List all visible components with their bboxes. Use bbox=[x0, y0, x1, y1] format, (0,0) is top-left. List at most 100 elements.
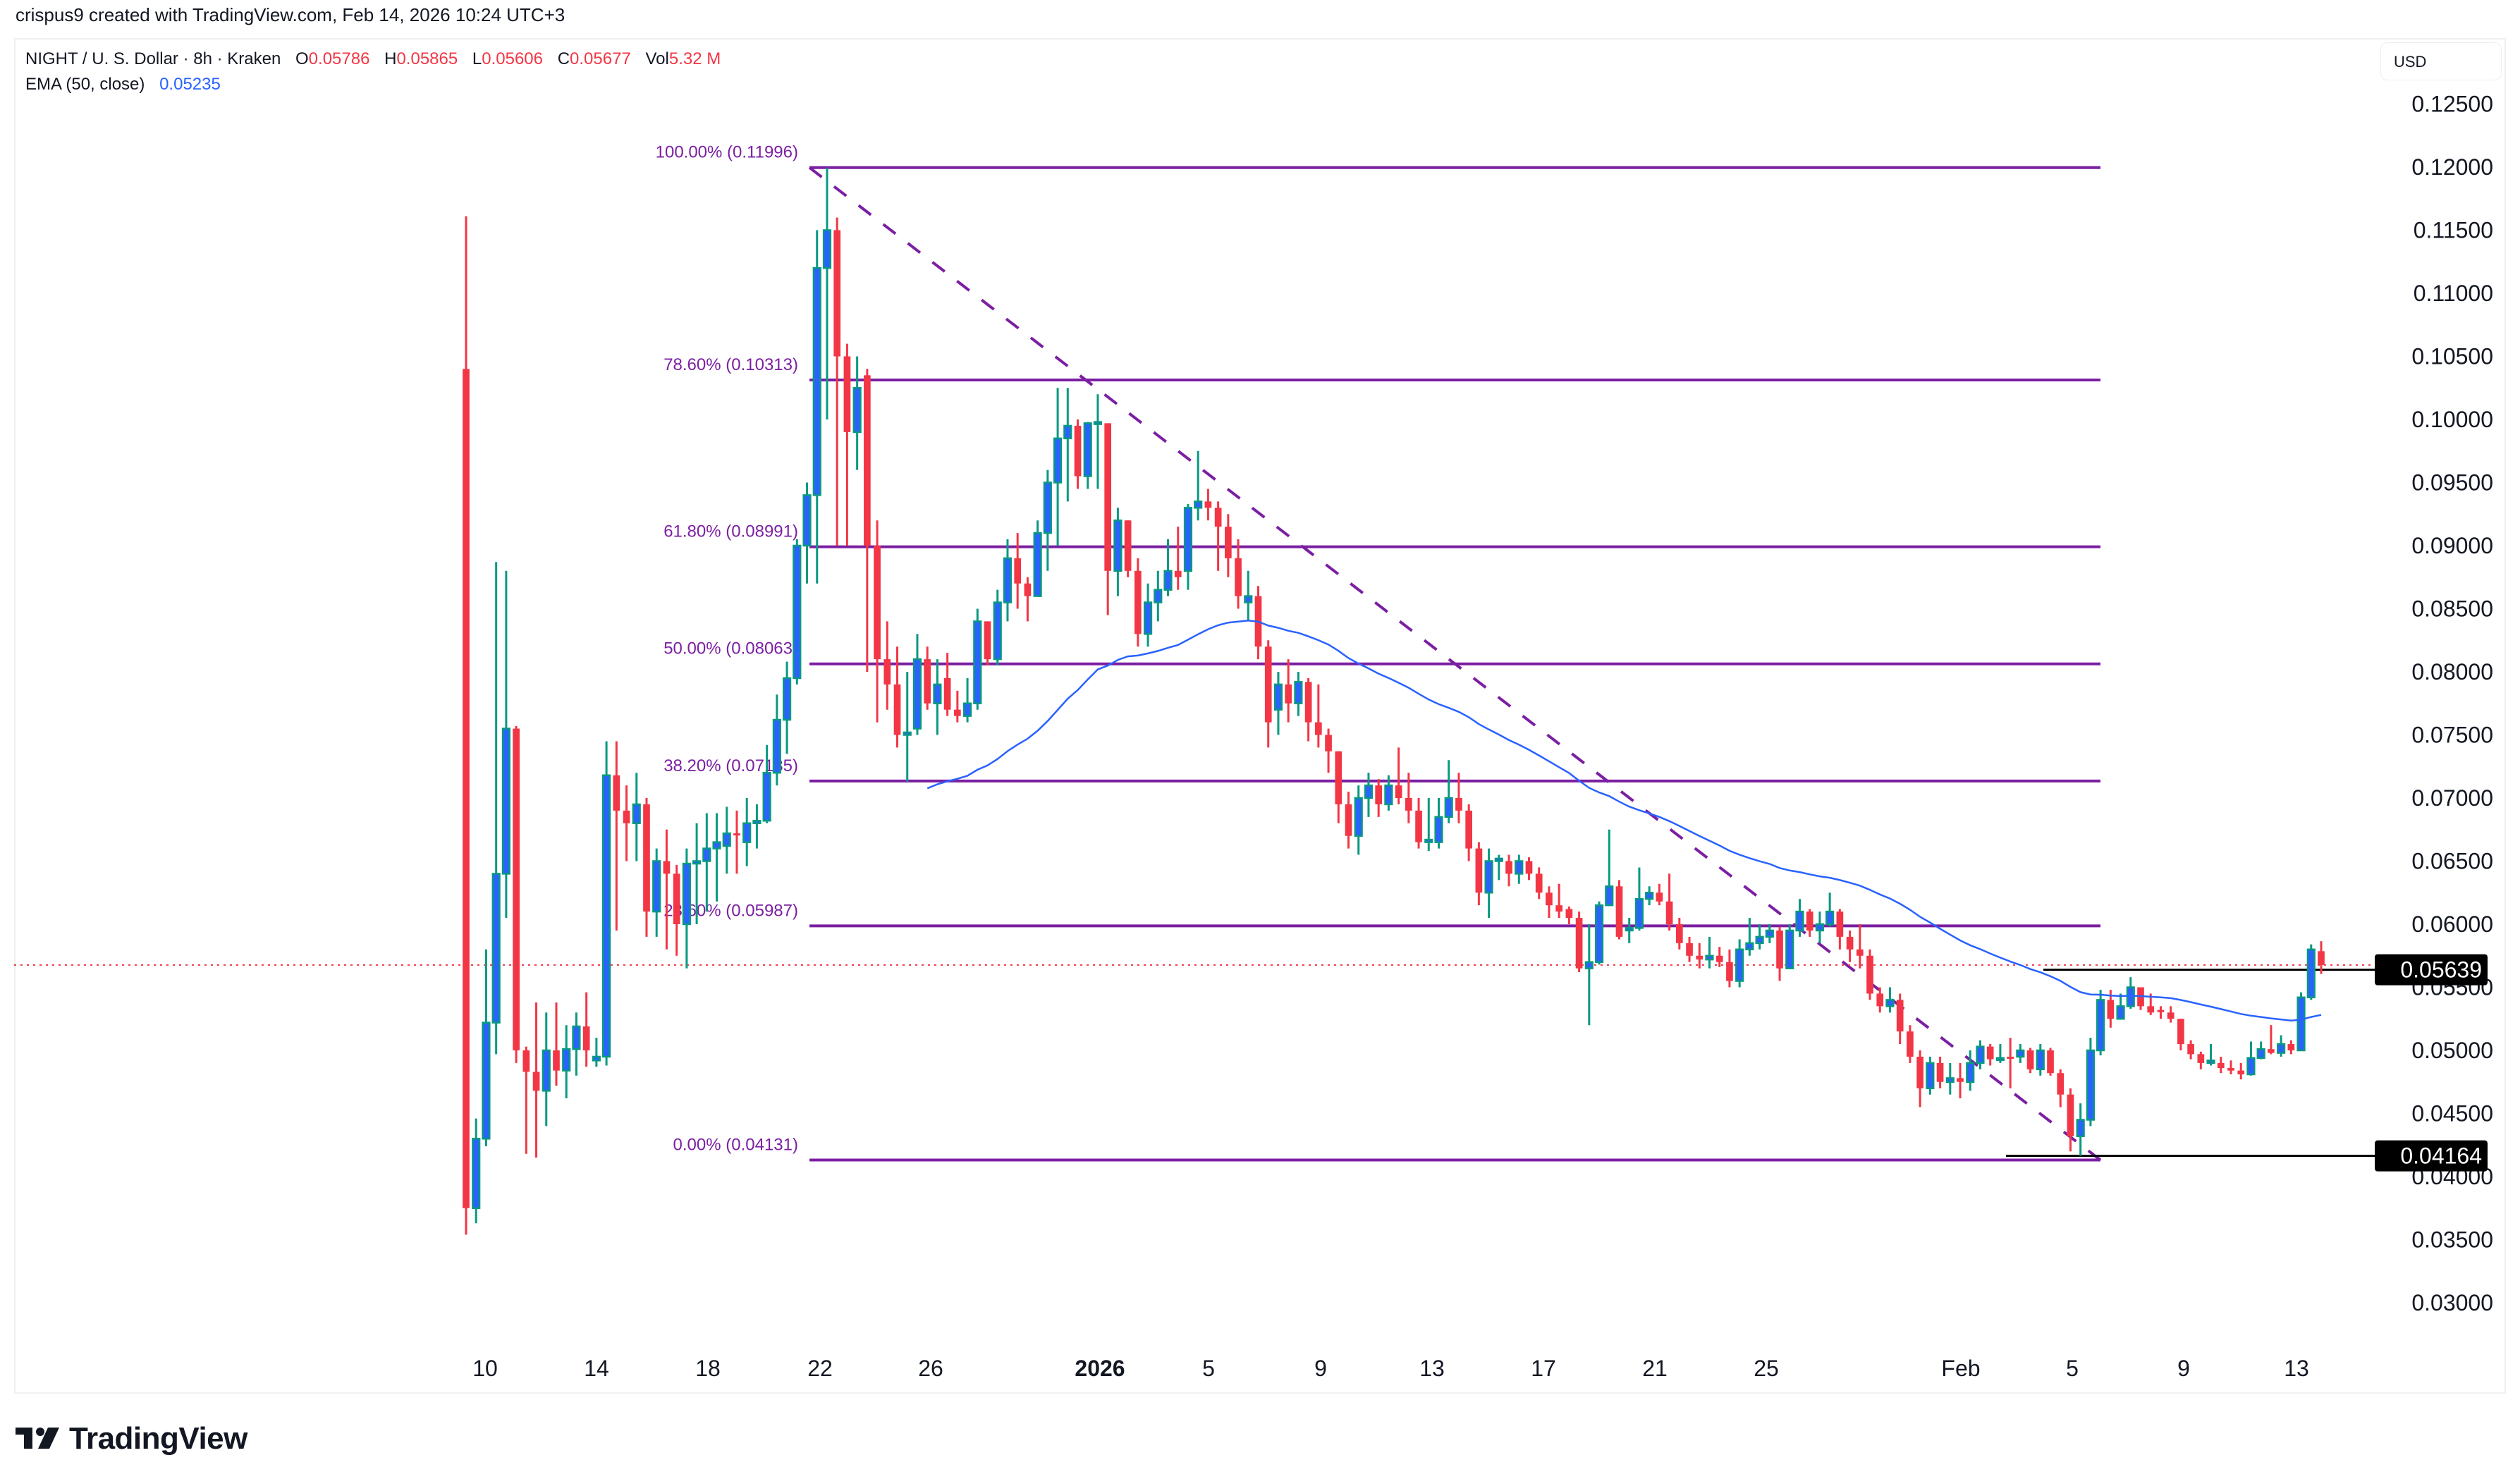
fibonacci-retracement[interactable]: 100.00% (0.11996) 78.60% (0.10313) 61.80% … bbox=[656, 143, 2102, 1162]
candle-body bbox=[602, 774, 611, 1058]
candle bbox=[582, 992, 590, 1067]
candle bbox=[1907, 1025, 1914, 1063]
candle bbox=[1204, 489, 1212, 521]
candle-body bbox=[553, 1050, 560, 1071]
candle bbox=[1795, 899, 1804, 937]
candle-body bbox=[1705, 955, 1714, 961]
candle bbox=[1735, 939, 1744, 988]
candle-body bbox=[1083, 422, 1092, 477]
ema-label[interactable]: EMA (50, close) bbox=[25, 75, 145, 94]
candle bbox=[2126, 977, 2135, 1009]
candle-body bbox=[1264, 646, 1272, 723]
candle bbox=[1375, 779, 1383, 817]
candle-body bbox=[742, 822, 752, 843]
close-value: 0.05677 bbox=[570, 49, 631, 68]
candle-body bbox=[1555, 905, 1562, 912]
candle-body bbox=[1104, 423, 1112, 571]
candle-body bbox=[2047, 1050, 2054, 1074]
ema-row[interactable]: EMA (50, close) 0.05235 bbox=[25, 72, 721, 97]
candle-body bbox=[2157, 1009, 2165, 1012]
candle bbox=[1615, 880, 1623, 940]
price-axis-label: 0.07500 bbox=[2411, 723, 2493, 748]
candle-body bbox=[1625, 927, 1634, 932]
candle-body bbox=[1825, 910, 1835, 926]
candle-body bbox=[1113, 519, 1123, 572]
candle bbox=[1183, 503, 1193, 590]
candle bbox=[852, 356, 862, 470]
candle bbox=[491, 562, 501, 1055]
price-axis-label: 0.08500 bbox=[2411, 596, 2493, 622]
candle-body bbox=[1546, 892, 1553, 906]
candle bbox=[1866, 949, 1873, 1000]
candle-body bbox=[652, 860, 661, 913]
candle bbox=[2137, 987, 2144, 1010]
candle bbox=[843, 343, 851, 546]
candle bbox=[2306, 944, 2316, 1000]
candle-body bbox=[1645, 892, 1654, 900]
candle bbox=[1475, 842, 1483, 906]
candle bbox=[793, 539, 802, 685]
candle bbox=[2167, 1006, 2175, 1023]
candle bbox=[1134, 558, 1142, 647]
candle bbox=[2047, 1048, 2054, 1076]
tradingview-logo[interactable]: TradingView bbox=[16, 1421, 247, 1456]
candle bbox=[1264, 640, 1272, 748]
candle-body bbox=[1375, 785, 1383, 804]
time-axis-label: 22 bbox=[807, 1356, 833, 1381]
candle-body bbox=[1656, 892, 1663, 902]
candle bbox=[1726, 949, 1733, 988]
candle-body bbox=[2237, 1070, 2245, 1075]
time-axis-label: 18 bbox=[695, 1356, 721, 1381]
candle bbox=[2076, 1103, 2085, 1156]
candle bbox=[1926, 1056, 1935, 1095]
candle-body bbox=[843, 356, 851, 432]
price-tag-label: 0.04164 bbox=[2400, 1143, 2482, 1169]
fib-trend-line[interactable] bbox=[808, 166, 2102, 1162]
candle bbox=[1143, 583, 1153, 647]
candle bbox=[1776, 926, 1783, 981]
candle-body bbox=[2217, 1062, 2225, 1069]
candle bbox=[1494, 854, 1503, 880]
tradingview-logo-text: TradingView bbox=[69, 1421, 247, 1456]
price-axis-label: 0.11000 bbox=[2414, 281, 2493, 306]
candle-body bbox=[1785, 929, 1794, 969]
candle-body bbox=[643, 804, 650, 912]
candle-body bbox=[1315, 722, 1322, 735]
candle-body bbox=[2306, 948, 2316, 999]
candle bbox=[893, 646, 901, 748]
candle bbox=[1354, 785, 1363, 855]
candle-body bbox=[1995, 1057, 2005, 1061]
candle-body bbox=[1124, 520, 1132, 571]
symbol-row[interactable]: NIGHT / U. S. Dollar · 8h · Kraken O0.05… bbox=[25, 47, 721, 72]
horizontal-lines[interactable] bbox=[14, 964, 2376, 1158]
time-axis-label: 9 bbox=[1314, 1356, 1327, 1381]
candle bbox=[1434, 798, 1443, 849]
close-label: C bbox=[557, 49, 570, 68]
candle bbox=[2277, 1035, 2286, 1057]
candle-body bbox=[1575, 918, 1583, 969]
candle bbox=[1465, 804, 1472, 861]
candle bbox=[1113, 508, 1123, 596]
candle bbox=[682, 848, 691, 969]
symbol-name[interactable]: NIGHT / U. S. Dollar · 8h · Kraken bbox=[25, 49, 281, 68]
candle-body bbox=[682, 862, 691, 926]
candle-body bbox=[1225, 527, 1232, 558]
price-axis-label: 0.11500 bbox=[2414, 218, 2493, 243]
candle-body bbox=[893, 684, 901, 735]
candle-body bbox=[1876, 993, 1884, 1007]
price-axis-label: 0.10000 bbox=[2411, 407, 2493, 432]
price-axis[interactable]: 0.12500 0.12000 0.11500 0.11000 0.10500 0.100… bbox=[2411, 92, 2493, 1316]
candle bbox=[783, 661, 792, 754]
candle-body bbox=[582, 1026, 590, 1050]
candle-body bbox=[1043, 481, 1052, 534]
currency-button[interactable]: USD bbox=[2380, 42, 2502, 80]
price-tags: 0.05639 0.04164 bbox=[2375, 954, 2488, 1172]
time-axis[interactable]: 10 14 18 22 26 2026 5 9 13 17 21 25 Feb 5 9 13 bbox=[472, 1356, 2309, 1381]
candle-body bbox=[2318, 951, 2325, 965]
candle-body bbox=[1584, 961, 1594, 969]
candle-body bbox=[1535, 873, 1543, 893]
candle bbox=[1415, 798, 1422, 849]
candle bbox=[702, 813, 711, 912]
candle-body bbox=[472, 1138, 481, 1210]
